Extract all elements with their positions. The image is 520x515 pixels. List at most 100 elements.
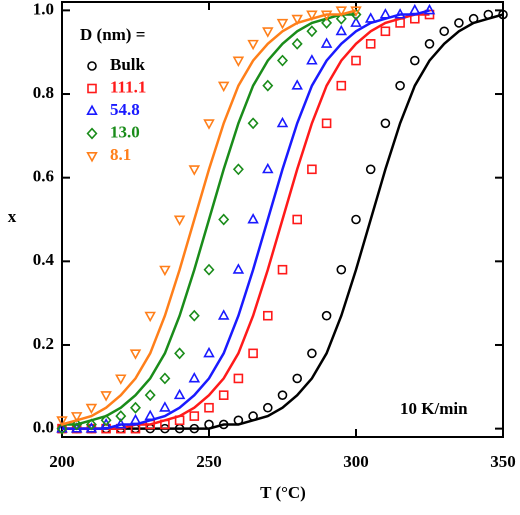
marker <box>321 118 332 129</box>
marker <box>291 37 303 50</box>
marker <box>70 412 83 423</box>
marker <box>262 79 274 92</box>
marker <box>204 402 214 413</box>
y-tick-label: 0.6 <box>33 167 54 186</box>
marker <box>307 348 317 359</box>
marker <box>306 10 318 22</box>
y-tick-label: 0.4 <box>33 250 55 269</box>
marker <box>262 402 273 413</box>
legend-marker <box>86 152 98 163</box>
marker <box>306 25 318 38</box>
marker <box>115 410 127 423</box>
marker <box>454 18 464 28</box>
marker <box>320 10 333 22</box>
marker <box>262 162 274 174</box>
marker <box>233 415 244 426</box>
marker <box>159 265 171 277</box>
marker <box>56 422 68 435</box>
marker <box>174 347 186 360</box>
y-axis-label: x <box>8 207 17 226</box>
marker <box>100 391 112 402</box>
y-tick-label: 1.0 <box>33 0 54 18</box>
marker <box>217 81 230 93</box>
marker <box>115 374 127 385</box>
marker <box>188 165 201 176</box>
marker <box>203 263 215 276</box>
marker <box>173 215 186 226</box>
marker <box>247 213 259 224</box>
marker <box>188 371 201 383</box>
x-tick-label: 200 <box>49 452 75 471</box>
marker <box>144 389 156 402</box>
marker <box>218 213 230 226</box>
x-tick-label: 250 <box>196 452 222 471</box>
marker <box>203 346 215 358</box>
marker <box>56 416 68 427</box>
marker <box>262 310 273 321</box>
marker <box>335 12 347 25</box>
marker <box>174 415 185 426</box>
plot-frame <box>61 1 504 438</box>
marker <box>85 403 98 415</box>
marker <box>277 390 288 400</box>
marker <box>483 9 494 20</box>
marker <box>232 263 245 274</box>
marker <box>160 419 170 430</box>
marker <box>56 422 68 433</box>
marker <box>248 411 258 421</box>
annotation: 10 K/min <box>400 399 468 418</box>
marker <box>247 117 259 130</box>
marker <box>129 349 142 360</box>
legend-label: 54.8 <box>110 100 140 119</box>
marker <box>291 79 303 90</box>
marker <box>394 8 406 19</box>
marker <box>277 264 288 275</box>
marker <box>409 3 421 15</box>
marker <box>189 423 200 434</box>
marker <box>204 419 214 430</box>
marker <box>232 163 244 176</box>
marker <box>218 419 229 430</box>
marker <box>248 348 258 359</box>
marker <box>364 12 377 23</box>
marker <box>379 8 392 19</box>
marker <box>291 14 303 26</box>
marker <box>395 80 405 91</box>
legend-label: 13.0 <box>110 122 140 141</box>
marker <box>424 39 435 49</box>
marker <box>115 417 127 429</box>
legend-label: 8.1 <box>110 145 131 164</box>
marker <box>159 401 171 412</box>
legend-marker <box>87 61 97 71</box>
y-tick-label: 0.8 <box>33 83 54 102</box>
marker <box>292 214 303 225</box>
marker <box>218 390 229 400</box>
y-tick-label: 0.0 <box>33 418 54 437</box>
marker <box>350 6 362 17</box>
marker <box>188 309 200 322</box>
marker <box>262 27 274 38</box>
marker <box>365 164 376 175</box>
marker <box>203 119 215 130</box>
marker <box>439 26 450 37</box>
marker <box>320 37 333 48</box>
marker <box>306 54 318 65</box>
marker <box>71 418 83 431</box>
marker <box>468 13 479 24</box>
fit-line <box>62 13 356 426</box>
x-axis-label: T (°C) <box>260 483 306 502</box>
marker <box>130 401 141 414</box>
marker <box>85 418 97 431</box>
marker <box>217 309 230 320</box>
marker <box>321 16 333 29</box>
marker <box>144 311 156 323</box>
marker <box>276 116 289 128</box>
marker <box>336 80 347 91</box>
x-tick-label: 300 <box>343 452 369 471</box>
marker <box>232 56 245 68</box>
legend-marker <box>86 127 98 140</box>
marker <box>277 54 288 67</box>
marker <box>159 372 171 385</box>
